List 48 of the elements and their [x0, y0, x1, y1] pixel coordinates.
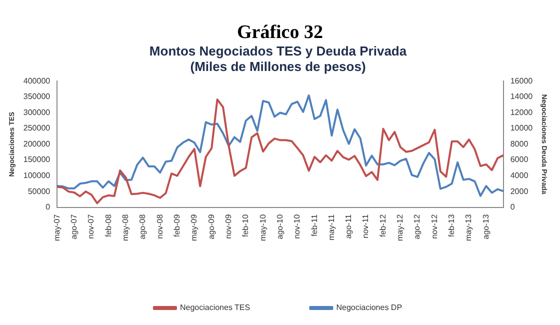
- chart-subtitle: Montos Negociados TES y Deuda Privada (Miles de Millones de pesos): [149, 43, 408, 74]
- x-tick-label: nov-09: [224, 214, 233, 239]
- x-tick-label: ago-08: [138, 214, 148, 240]
- x-tick-label: feb-10: [241, 214, 250, 238]
- y-tick-label: 250000: [23, 124, 51, 133]
- legend-label: Negociaciones TES: [180, 303, 250, 312]
- x-tick-label: ago-07: [69, 214, 78, 240]
- x-tick-label: may-12: [396, 214, 405, 242]
- y2-tick-label: 8000: [510, 139, 529, 148]
- y2-tick-label: 4000: [510, 170, 529, 180]
- x-tick-label: nov-12: [430, 214, 439, 239]
- x-tick-label: feb-09: [172, 214, 182, 238]
- x-tick-label: may-10: [258, 214, 268, 242]
- legend-label: Negociaciones DP: [336, 303, 402, 312]
- y-tick-label: 50000: [28, 186, 51, 196]
- y-tick-label: 150000: [23, 155, 51, 164]
- x-tick-label: may-07: [52, 214, 62, 242]
- x-tick-label: feb-12: [378, 214, 388, 238]
- x-tick-label: may-09: [190, 214, 199, 242]
- x-tick-label: nov-10: [292, 214, 302, 239]
- x-tick-label: nov-08: [155, 214, 164, 239]
- y-tick-label: 200000: [23, 139, 51, 148]
- y-tick-label: 400000: [23, 76, 51, 86]
- y-tick-label: 350000: [23, 92, 51, 102]
- x-tick-label: nov-07: [86, 214, 96, 239]
- y2-tick-label: 6000: [510, 155, 529, 164]
- x-tick-label: may-13: [464, 214, 474, 242]
- x-tick-label: may-08: [120, 214, 130, 242]
- x-tick-label: ago-11: [344, 214, 354, 239]
- x-tick-label: ago-13: [481, 214, 490, 240]
- x-tick-label: ago-09: [206, 214, 216, 240]
- y2-tick-label: 2000: [510, 186, 529, 196]
- x-tick-label: feb-08: [104, 214, 113, 238]
- chart-title: Gráfico 32: [236, 22, 324, 44]
- x-tick-label: nov-11: [361, 214, 370, 238]
- y-tick-label: 0: [46, 202, 51, 212]
- y2-tick-label: 12000: [510, 108, 534, 117]
- y2-tick-label: 10000: [510, 124, 534, 133]
- y2-tick-label: 14000: [510, 92, 534, 102]
- x-tick-label: feb-11: [310, 214, 319, 236]
- x-tick-label: feb-13: [447, 214, 456, 238]
- x-tick-label: ago-10: [275, 214, 284, 240]
- x-tick-label: ago-12: [412, 214, 422, 240]
- y2-tick-label: 0: [510, 202, 516, 212]
- y-tick-label: 100000: [23, 170, 51, 180]
- x-tick-label: may-11: [326, 214, 336, 240]
- y-tick-label: 300000: [23, 108, 51, 117]
- y2-tick-label: 16000: [510, 76, 534, 86]
